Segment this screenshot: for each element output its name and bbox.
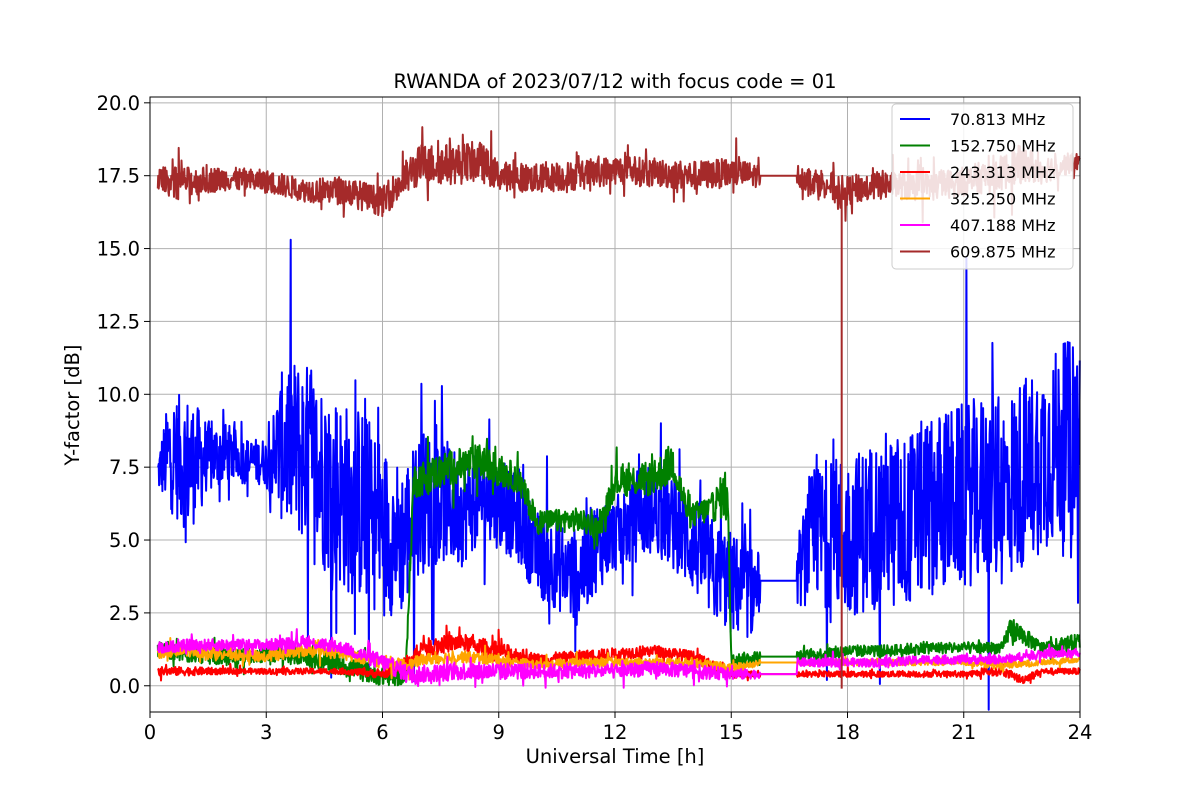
- y-tick-label: 20.0: [97, 92, 140, 115]
- legend-label: 243.313 MHz: [950, 163, 1055, 182]
- series-243-313-mhz: [157, 624, 1081, 685]
- x-tick-label: 18: [835, 721, 860, 744]
- y-tick-label: 5.0: [109, 529, 140, 552]
- y-ticks: 0.0 2.5 5.0 7.5 10.0 12.5 15.0 17.5 20.0: [97, 92, 150, 698]
- legend-item: 70.813 MHz: [900, 110, 1045, 129]
- legend-label: 407.188 MHz: [950, 216, 1055, 235]
- legend: 70.813 MHz 152.750 MHz 243.313 MHz 325.250 …: [891, 103, 1074, 270]
- x-tick-label: 6: [376, 721, 388, 744]
- y-tick-label: 2.5: [109, 602, 140, 625]
- series-layer: [156, 126, 1081, 711]
- legend-item: 609.875 MHz: [900, 243, 1055, 262]
- chart-title: RWANDA of 2023/07/12 with focus code = 0…: [393, 70, 836, 93]
- x-ticks: 0 3 6 9 12 15 18 21 24: [144, 712, 1093, 744]
- series-70-813-mhz: [157, 238, 1081, 711]
- x-tick-label: 24: [1068, 721, 1093, 744]
- series-line: [157, 624, 1081, 685]
- series-line: [157, 238, 1081, 711]
- x-tick-label: 0: [144, 721, 156, 744]
- series-325-250-mhz: [156, 637, 1081, 681]
- series-152-750-mhz: [156, 435, 1081, 687]
- legend-item: 325.250 MHz: [900, 190, 1055, 209]
- y-tick-label: 7.5: [109, 456, 140, 479]
- x-tick-label: 12: [603, 721, 628, 744]
- legend-item: 152.750 MHz: [900, 137, 1055, 156]
- x-tick-label: 21: [951, 721, 976, 744]
- x-tick-label: 15: [719, 721, 744, 744]
- y-tick-label: 10.0: [97, 383, 140, 406]
- series-line: [156, 435, 1081, 687]
- series-line: [156, 628, 1081, 689]
- x-axis-label: Universal Time [h]: [526, 745, 705, 768]
- y-tick-label: 17.5: [97, 165, 140, 188]
- legend-item: 407.188 MHz: [900, 216, 1055, 235]
- legend-label: 70.813 MHz: [950, 110, 1045, 129]
- legend-label: 325.250 MHz: [950, 190, 1055, 209]
- y-tick-label: 12.5: [97, 310, 140, 333]
- legend-label: 609.875 MHz: [950, 243, 1055, 262]
- y-tick-label: 0.0: [109, 675, 140, 698]
- legend-label: 152.750 MHz: [950, 137, 1055, 156]
- y-axis-label: Y-factor [dB]: [61, 345, 84, 467]
- x-tick-label: 3: [260, 721, 272, 744]
- x-tick-label: 9: [493, 721, 505, 744]
- series-line: [156, 637, 1081, 681]
- legend-item: 243.313 MHz: [900, 163, 1055, 182]
- legend-box: [891, 103, 1074, 270]
- y-tick-label: 15.0: [97, 238, 140, 261]
- series-407-188-mhz: [156, 628, 1081, 689]
